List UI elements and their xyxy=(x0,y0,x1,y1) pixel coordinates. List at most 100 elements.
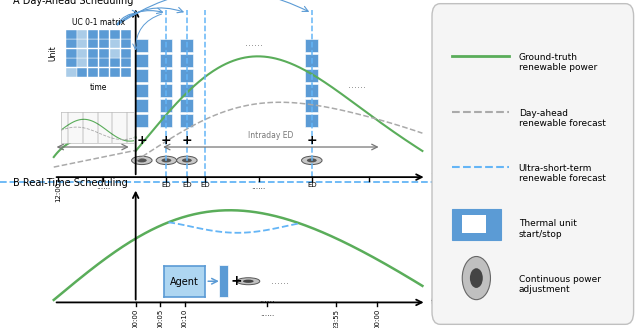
Text: 00:00: 00:00 xyxy=(132,309,139,328)
Text: Unit: Unit xyxy=(49,46,58,61)
Text: Day-ahead
renewable forecast: Day-ahead renewable forecast xyxy=(518,109,605,128)
Text: time: time xyxy=(431,298,451,307)
Text: Day-ahead UC: Day-ahead UC xyxy=(67,131,122,140)
Text: time: time xyxy=(90,83,108,92)
FancyBboxPatch shape xyxy=(135,114,148,127)
FancyBboxPatch shape xyxy=(110,30,120,39)
FancyBboxPatch shape xyxy=(110,39,120,49)
Text: Intraday ED: Intraday ED xyxy=(248,131,294,140)
FancyBboxPatch shape xyxy=(110,68,120,76)
Text: Continuous power
adjustment: Continuous power adjustment xyxy=(518,275,601,295)
FancyBboxPatch shape xyxy=(432,4,634,324)
FancyBboxPatch shape xyxy=(305,99,317,112)
Circle shape xyxy=(307,158,317,162)
Text: Agent: Agent xyxy=(170,277,199,287)
Text: Time: Time xyxy=(431,173,452,182)
Text: ED: ED xyxy=(182,182,192,188)
FancyBboxPatch shape xyxy=(462,215,486,234)
FancyBboxPatch shape xyxy=(180,69,193,82)
Text: 00:05: 00:05 xyxy=(157,309,163,328)
Text: +: + xyxy=(182,134,192,147)
Text: ED: ED xyxy=(307,182,317,188)
FancyBboxPatch shape xyxy=(305,84,317,97)
FancyBboxPatch shape xyxy=(67,30,77,39)
FancyBboxPatch shape xyxy=(121,39,131,49)
FancyBboxPatch shape xyxy=(180,99,193,112)
FancyBboxPatch shape xyxy=(110,49,120,58)
FancyBboxPatch shape xyxy=(160,84,172,97)
Text: Ground-truth
renewable power: Ground-truth renewable power xyxy=(518,53,597,72)
FancyBboxPatch shape xyxy=(77,58,88,67)
Text: ......: ...... xyxy=(271,276,289,286)
FancyBboxPatch shape xyxy=(180,54,193,67)
FancyBboxPatch shape xyxy=(452,209,500,239)
Text: ......: ...... xyxy=(96,182,110,191)
Circle shape xyxy=(137,158,147,162)
Circle shape xyxy=(470,268,483,288)
FancyBboxPatch shape xyxy=(135,99,148,112)
FancyBboxPatch shape xyxy=(99,39,109,49)
FancyBboxPatch shape xyxy=(160,54,172,67)
FancyBboxPatch shape xyxy=(88,39,99,49)
FancyBboxPatch shape xyxy=(77,39,88,49)
Text: Power: Power xyxy=(122,0,149,1)
Text: ED: ED xyxy=(200,182,210,188)
FancyBboxPatch shape xyxy=(305,39,317,52)
Text: Ultra-short-term
renewable forecast: Ultra-short-term renewable forecast xyxy=(518,164,605,183)
Text: +: + xyxy=(230,274,242,288)
Text: ......: ...... xyxy=(252,182,266,191)
FancyBboxPatch shape xyxy=(180,114,193,127)
FancyBboxPatch shape xyxy=(121,49,131,58)
FancyBboxPatch shape xyxy=(77,49,88,58)
Circle shape xyxy=(177,156,197,165)
Circle shape xyxy=(237,278,260,285)
Circle shape xyxy=(182,158,192,162)
FancyBboxPatch shape xyxy=(99,58,109,67)
Circle shape xyxy=(462,256,490,300)
FancyBboxPatch shape xyxy=(305,114,317,127)
FancyBboxPatch shape xyxy=(99,49,109,58)
FancyBboxPatch shape xyxy=(160,39,172,52)
FancyBboxPatch shape xyxy=(180,84,193,97)
FancyBboxPatch shape xyxy=(88,68,99,76)
Text: +: + xyxy=(161,134,172,147)
Text: ......: ...... xyxy=(260,309,274,318)
Circle shape xyxy=(132,156,152,165)
Text: Thermal unit
start/stop: Thermal unit start/stop xyxy=(518,219,577,239)
FancyBboxPatch shape xyxy=(305,54,317,67)
FancyBboxPatch shape xyxy=(135,39,148,52)
FancyBboxPatch shape xyxy=(88,30,99,39)
FancyBboxPatch shape xyxy=(135,69,148,82)
FancyBboxPatch shape xyxy=(135,54,148,67)
Circle shape xyxy=(243,279,253,283)
Text: 00:00: 00:00 xyxy=(374,309,380,328)
Text: UC 0-1 matrix: UC 0-1 matrix xyxy=(72,18,125,27)
Text: B Real-Time Scheduling: B Real-Time Scheduling xyxy=(13,178,127,188)
FancyBboxPatch shape xyxy=(77,68,88,76)
FancyBboxPatch shape xyxy=(135,84,148,97)
Text: 12:00: 12:00 xyxy=(55,182,61,202)
Text: A Day-Ahead Scheduling: A Day-Ahead Scheduling xyxy=(13,0,133,7)
FancyBboxPatch shape xyxy=(219,265,228,297)
FancyBboxPatch shape xyxy=(99,30,109,39)
Circle shape xyxy=(301,156,322,165)
FancyBboxPatch shape xyxy=(121,68,131,76)
Text: 00:10: 00:10 xyxy=(182,309,188,328)
Text: ......: ...... xyxy=(348,80,366,90)
FancyBboxPatch shape xyxy=(110,58,120,67)
Text: +: + xyxy=(307,134,317,147)
FancyBboxPatch shape xyxy=(67,49,77,58)
Circle shape xyxy=(156,156,177,165)
FancyBboxPatch shape xyxy=(88,58,99,67)
Circle shape xyxy=(161,158,172,162)
FancyBboxPatch shape xyxy=(160,114,172,127)
FancyBboxPatch shape xyxy=(160,69,172,82)
FancyBboxPatch shape xyxy=(305,69,317,82)
FancyBboxPatch shape xyxy=(160,99,172,112)
FancyBboxPatch shape xyxy=(121,58,131,67)
FancyBboxPatch shape xyxy=(99,68,109,76)
Text: +: + xyxy=(136,134,147,147)
FancyBboxPatch shape xyxy=(121,30,131,39)
FancyBboxPatch shape xyxy=(77,30,88,39)
Text: ED: ED xyxy=(161,182,172,188)
